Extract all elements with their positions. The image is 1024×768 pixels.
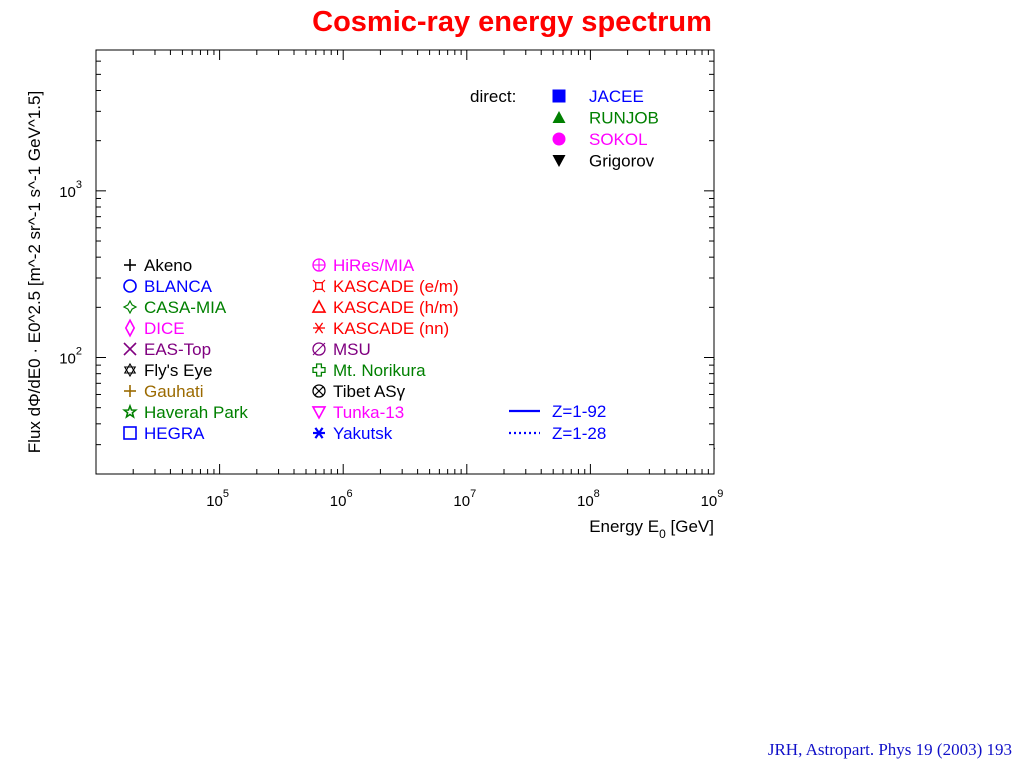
- y-tick-label: 103: [59, 179, 82, 201]
- legend-marker: [312, 342, 326, 356]
- legend-marker: [313, 427, 325, 439]
- axes: 105 106 107 108 109 102 103 Energy E0 [GeV] Flux…: [25, 49, 724, 541]
- legend-marker: [122, 299, 138, 315]
- legend-marker: [123, 279, 137, 293]
- legend-label: Yakutsk: [333, 424, 393, 443]
- legend-label: Tunka-13: [333, 403, 404, 422]
- legend-marker: [313, 322, 325, 334]
- legend-label: KASCADE (nn): [333, 319, 449, 338]
- legend-marker: [123, 362, 137, 378]
- legend: direct: JACEE RUNJOB SOKOL Grigorov Akeno BLAN…: [122, 87, 659, 443]
- legend-marker: [124, 385, 136, 397]
- x-tick-label: 108: [577, 488, 600, 510]
- legend-label: Tibet ASγ: [333, 382, 406, 401]
- x-tick-label: 109: [701, 488, 724, 510]
- legend-marker: [312, 384, 326, 398]
- x-tick-label: 105: [206, 488, 229, 510]
- legend-marker: [311, 406, 327, 420]
- x-tick-label: 107: [453, 488, 476, 510]
- legend-label: Z=1-92: [552, 402, 606, 421]
- legend-marker: [552, 89, 566, 103]
- legend-label: KASCADE (e/m): [333, 277, 459, 296]
- slide-title: Cosmic-ray energy spectrum: [312, 6, 712, 38]
- legend-label: JACEE: [589, 87, 644, 106]
- legend-marker: [312, 279, 326, 293]
- legend-label: HiRes/MIA: [333, 256, 415, 275]
- legend-label: Haverah Park: [144, 403, 248, 422]
- legend-marker: [123, 426, 137, 440]
- legend-label: Grigorov: [589, 152, 655, 171]
- legend-marker: [552, 132, 566, 146]
- legend-label: Mt. Norikura: [333, 361, 426, 380]
- legend-label: HEGRA: [144, 424, 205, 443]
- x-axis-label: Energy E0 [GeV]: [589, 517, 714, 541]
- legend-label: EAS-Top: [144, 340, 211, 359]
- legend-marker: [552, 111, 566, 124]
- legend-label: BLANCA: [144, 277, 213, 296]
- legend-label: Z=1-28: [552, 424, 606, 443]
- legend-marker: [124, 259, 136, 271]
- y-axis-label: Flux dΦ/dE0 · E0^2.5 [m^-2 sr^-1 s^-1 Ge…: [25, 91, 44, 453]
- legend-label: MSU: [333, 340, 371, 359]
- legend-marker: [122, 403, 138, 419]
- legend-label: DICE: [144, 319, 185, 338]
- legend-label: SOKOL: [589, 130, 648, 149]
- legend-direct-label: direct:: [470, 87, 516, 106]
- y-tick-label: 102: [59, 346, 82, 368]
- legend-label: RUNJOB: [589, 109, 659, 128]
- legend-label: CASA-MIA: [144, 298, 227, 317]
- citation: JRH, Astropart. Phys 19 (2003) 193: [767, 740, 1012, 759]
- legend-label: KASCADE (h/m): [333, 298, 459, 317]
- legend-marker: [124, 318, 136, 338]
- legend-marker: [312, 258, 326, 272]
- cosmic-ray-chart: 105 106 107 108 109 102 103 Energy E0 [GeV] Flux…: [25, 49, 724, 541]
- plot-frame: [95, 49, 715, 475]
- legend-label: Akeno: [144, 256, 192, 275]
- legend-marker: [123, 342, 137, 356]
- legend-marker: [311, 299, 327, 313]
- legend-label: Gauhati: [144, 382, 204, 401]
- legend-marker: [312, 363, 326, 377]
- legend-label: Fly's Eye: [144, 361, 212, 380]
- x-tick-label: 106: [330, 488, 353, 510]
- legend-marker: [552, 154, 566, 167]
